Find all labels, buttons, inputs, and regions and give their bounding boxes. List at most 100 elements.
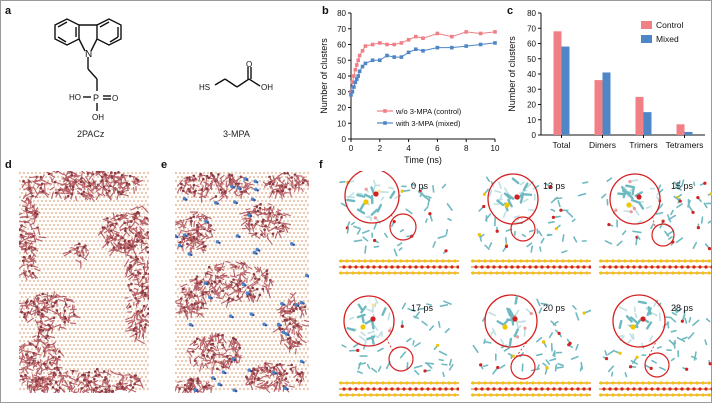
zoom-circle-small bbox=[510, 354, 536, 380]
data-point-0 bbox=[350, 80, 355, 85]
2pacz-atom-ho: HO bbox=[69, 93, 81, 102]
y-tick-label: 0 bbox=[342, 135, 347, 144]
snapshot-3: 17 ps bbox=[339, 293, 459, 403]
snapshot-render bbox=[599, 173, 712, 275]
data-point-0 bbox=[414, 34, 418, 39]
zoom-connector bbox=[648, 339, 658, 357]
zoom-circle-small bbox=[651, 223, 675, 247]
snapshot-1: 13 ps bbox=[471, 171, 591, 281]
2pacz-atom-p: P bbox=[93, 93, 99, 103]
y-tick-label: 70 bbox=[337, 25, 346, 34]
data-point-1 bbox=[385, 53, 389, 58]
data-point-0 bbox=[353, 67, 358, 72]
zoom-circle-small bbox=[644, 352, 670, 378]
2pacz-atom-oh: OH bbox=[92, 113, 104, 122]
data-point-0 bbox=[385, 42, 389, 47]
molecule-clusters bbox=[19, 171, 149, 393]
2pacz-structure: N HO P O OH bbox=[54, 18, 122, 122]
y-tick-label: 10 bbox=[337, 119, 346, 128]
x-tick-label: 0 bbox=[349, 144, 354, 153]
3mpa-atom-o: O bbox=[246, 60, 252, 69]
zoom-circle-small bbox=[389, 213, 417, 241]
y-tick-label: 20 bbox=[337, 104, 346, 113]
y-tick-label: 10 bbox=[527, 116, 536, 125]
snapshot-time: 15 ps bbox=[671, 181, 694, 191]
md-box-control bbox=[19, 171, 149, 393]
y-tick-label: 60 bbox=[527, 40, 536, 49]
bar-mixed-1 bbox=[602, 72, 611, 135]
3mpa-name: 3-MPA bbox=[223, 129, 250, 139]
y-tick-label: 50 bbox=[337, 56, 346, 65]
bar-control-3 bbox=[676, 124, 685, 135]
zoom-connector bbox=[386, 338, 393, 351]
data-point-1 bbox=[421, 49, 425, 53]
y-tick-label: 80 bbox=[527, 9, 536, 18]
data-point-1 bbox=[414, 47, 418, 52]
substrate-slab bbox=[599, 381, 712, 397]
data-point-0 bbox=[356, 58, 360, 63]
substrate-lattice bbox=[19, 171, 149, 391]
data-point-0 bbox=[406, 37, 411, 42]
zoom-circle-small bbox=[510, 216, 536, 242]
data-point-1 bbox=[370, 58, 375, 63]
y-tick-label: 40 bbox=[527, 70, 536, 79]
legend-swatch-0 bbox=[641, 21, 652, 29]
x-tick-label: Trimers bbox=[629, 140, 657, 150]
bar-control-1 bbox=[594, 80, 603, 135]
substrate-slab bbox=[471, 381, 591, 397]
data-point-1 bbox=[363, 61, 368, 66]
y-tick-label: 50 bbox=[527, 55, 536, 64]
3mpa-structure: HS O OH bbox=[199, 60, 273, 92]
x-tick-label: 6 bbox=[435, 144, 440, 153]
x-tick-label: 4 bbox=[406, 144, 411, 153]
panel-label-e: e bbox=[161, 159, 168, 171]
data-point-1 bbox=[378, 58, 382, 63]
y-tick-label: 60 bbox=[337, 41, 346, 50]
data-point-1 bbox=[406, 50, 411, 55]
bar-mixed-2 bbox=[643, 112, 652, 135]
x-tick-label: 8 bbox=[464, 144, 469, 153]
bar-control-2 bbox=[635, 96, 644, 135]
panel-label-c: c bbox=[507, 5, 514, 17]
data-point-1 bbox=[450, 45, 454, 50]
3mpa-atom-oh: OH bbox=[261, 83, 273, 92]
zoom-detail bbox=[346, 186, 396, 216]
zoom-detail bbox=[346, 303, 387, 345]
zoom-circle-small bbox=[388, 346, 414, 372]
bar-mixed-3 bbox=[684, 131, 693, 135]
data-point-1 bbox=[435, 45, 440, 50]
data-point-0 bbox=[360, 49, 365, 53]
data-point-0 bbox=[357, 53, 362, 58]
data-point-0 bbox=[392, 42, 396, 47]
legend-label-1: with 3-MPA (mixed) bbox=[395, 119, 461, 128]
substrate-slab bbox=[471, 259, 591, 275]
legend-marker-1 bbox=[383, 121, 387, 125]
zoom-detail bbox=[618, 300, 653, 330]
x-tick-label: Total bbox=[553, 140, 571, 150]
bar-mixed-0 bbox=[561, 46, 570, 135]
zoom-connector bbox=[652, 216, 656, 228]
data-point-1 bbox=[493, 41, 497, 45]
2pacz-atom-o: O bbox=[112, 94, 118, 103]
snapshot-0: 0 ps bbox=[339, 171, 459, 281]
data-point-1 bbox=[357, 69, 362, 74]
panel-label-f: f bbox=[319, 159, 323, 171]
snapshot-time: 28 ps bbox=[671, 303, 694, 313]
substrate-slab bbox=[599, 259, 712, 275]
legend-swatch-1 bbox=[641, 35, 652, 43]
3mpa-atom-hs: HS bbox=[199, 83, 210, 92]
x-tick-label: Tetramers bbox=[666, 140, 704, 150]
snapshot-render bbox=[599, 294, 712, 397]
data-point-0 bbox=[378, 41, 382, 45]
x-tick-label: 2 bbox=[378, 144, 383, 153]
y-axis-label: Number of clusters bbox=[319, 38, 329, 114]
x-tick-label: 10 bbox=[491, 144, 500, 153]
snapshot-4: 20 ps bbox=[471, 293, 591, 403]
data-point-1 bbox=[349, 93, 353, 97]
zoom-circle-large bbox=[609, 173, 661, 225]
2pacz-name: 2PACz bbox=[77, 129, 105, 139]
y-tick-label: 30 bbox=[527, 85, 536, 94]
md-box-mixed-render bbox=[175, 171, 309, 393]
snapshot-time: 20 ps bbox=[543, 303, 566, 313]
snapshot-2: 15 ps bbox=[599, 171, 712, 281]
